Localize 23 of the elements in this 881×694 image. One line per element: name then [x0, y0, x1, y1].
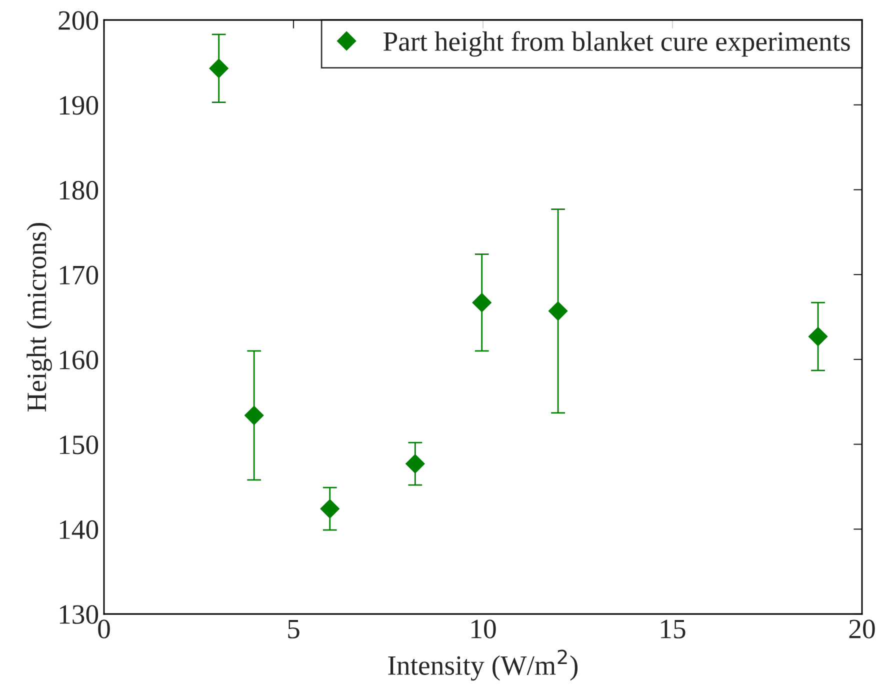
- x-tick-label: 0: [98, 620, 110, 638]
- x-tick-label: 5: [288, 620, 300, 638]
- x-axis-title: Intensity (W/m$^{2}$): [388, 650, 578, 681]
- point: [209, 58, 228, 78]
- point: [406, 454, 425, 474]
- y-axis-title: Height (microns): [26, 222, 52, 412]
- y-tick-label: 180: [60, 180, 98, 200]
- y-tick-label: 130: [60, 605, 98, 624]
- y-tick-label: 200: [58, 11, 98, 30]
- y-tick-label: 190: [60, 96, 98, 115]
- y-tick-label: 170: [60, 266, 98, 284]
- x-tick-label: 10: [472, 620, 496, 638]
- point: [472, 293, 492, 312]
- y-tick-label: 160: [60, 350, 98, 370]
- x-tick-label: 20: [849, 620, 875, 638]
- point: [808, 326, 828, 346]
- legend-label: Part height from blanket cure experiments: [383, 31, 850, 57]
- y-tick-label: 140: [60, 520, 98, 540]
- y-tick-label: 150: [60, 435, 98, 454]
- point: [548, 302, 568, 321]
- x-tick-label: 15: [661, 620, 686, 638]
- point: [320, 499, 340, 518]
- point: [244, 406, 264, 425]
